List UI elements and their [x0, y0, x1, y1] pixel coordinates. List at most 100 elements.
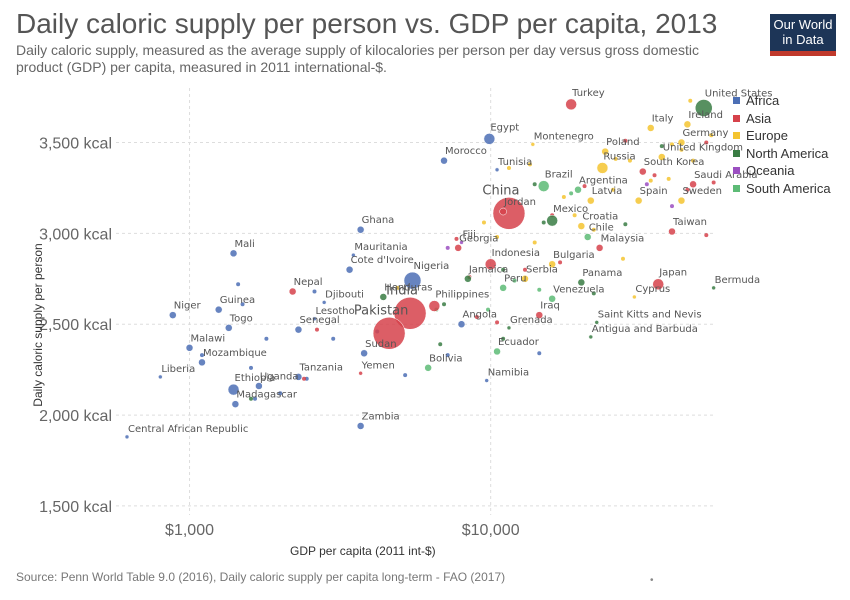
data-point [548, 295, 556, 303]
data-point [445, 245, 450, 250]
data-point [393, 297, 427, 330]
data-point [169, 311, 177, 319]
data-point [623, 138, 628, 143]
point-label: Philippines [435, 290, 489, 301]
data-point [652, 173, 657, 178]
data-point [594, 320, 599, 325]
data-point [312, 289, 317, 294]
point-label: Cyprus [635, 284, 670, 295]
data-point [569, 191, 574, 196]
point-label: Nepal [294, 277, 323, 288]
data-point [302, 376, 307, 381]
x-axis-label: GDP per capita (2011 int-$) [290, 544, 436, 558]
point-label: Mauritania [354, 242, 407, 253]
data-point [689, 180, 697, 189]
source-note: Source: Penn World Table 9.0 (2016), Dai… [16, 570, 506, 584]
legend-item[interactable]: South America [733, 180, 831, 198]
point-label: United States [705, 88, 773, 99]
data-point [611, 187, 616, 192]
point-label: Germany [682, 128, 728, 139]
data-point [454, 236, 459, 241]
point-label: South Korea [644, 157, 705, 168]
data-point [527, 162, 532, 167]
legend-item[interactable]: North America [733, 145, 831, 163]
legend-swatch [733, 132, 740, 140]
point-label: United Kingdom [663, 143, 743, 154]
logo-line-2: in Data [782, 32, 824, 47]
point-label: Jamaica [468, 264, 508, 275]
legend-swatch [733, 184, 740, 192]
point-label: Malawi [191, 333, 226, 344]
point-label: Grenada [510, 315, 553, 326]
point-label: Senegal [299, 315, 339, 326]
data-point [124, 434, 130, 440]
data-point [484, 258, 497, 271]
point-label: Latvia [592, 186, 622, 197]
data-point [537, 351, 542, 356]
legend-label: Oceania [746, 163, 795, 179]
legend-item[interactable]: Africa [733, 92, 831, 110]
data-point [577, 222, 586, 230]
data-point [648, 178, 653, 183]
legend-label: Europe [746, 128, 788, 144]
data-point [351, 252, 356, 258]
data-point [278, 391, 283, 396]
owid-logo[interactable]: Our World in Data [770, 14, 836, 56]
point-label: Montenegro [534, 131, 594, 142]
point-label: Mali [235, 239, 255, 250]
point-label: Djibouti [325, 289, 364, 300]
data-point [691, 158, 696, 163]
point-label: Georgia [459, 233, 498, 244]
point-label: Pakistan [354, 303, 408, 318]
point-label: Iraq [540, 301, 560, 312]
data-point [457, 320, 466, 328]
data-point [492, 197, 526, 230]
data-point [620, 256, 625, 261]
data-point [646, 124, 655, 132]
data-point [558, 260, 563, 265]
point-label: Jordan [503, 197, 536, 208]
data-point [591, 291, 596, 296]
data-point [677, 196, 686, 205]
data-point [583, 233, 592, 241]
point-label: Saudi Arabia [694, 170, 757, 181]
legend-item[interactable]: Asia [733, 110, 831, 128]
data-point [591, 227, 596, 232]
data-point [709, 133, 714, 138]
point-label: Sudan [365, 339, 397, 350]
point-label: Bulgaria [553, 250, 594, 261]
point-label: Guinea [220, 295, 255, 306]
data-point [521, 275, 529, 283]
data-point [438, 342, 443, 347]
data-point [464, 275, 472, 283]
data-point [711, 180, 716, 185]
data-point [255, 382, 263, 390]
data-point [632, 294, 637, 300]
data-point [484, 378, 489, 383]
data-point [229, 249, 238, 258]
point-label: Russia [603, 151, 635, 162]
point-label: Honduras [384, 282, 432, 293]
legend-item[interactable]: Oceania [733, 162, 831, 180]
data-point [442, 302, 447, 307]
data-point [454, 244, 462, 252]
data-point [548, 260, 556, 269]
legend-item[interactable]: Europe [733, 127, 831, 145]
data-point [501, 267, 506, 272]
data-point [493, 347, 501, 356]
point-label: Peru [504, 273, 526, 284]
data-point [532, 240, 537, 245]
point-label: Namibia [488, 368, 529, 379]
data-point [627, 158, 632, 163]
data-point [445, 353, 450, 358]
data-point [582, 184, 587, 189]
point-label: Argentina [579, 175, 628, 186]
point-label: Bolivia [429, 353, 462, 364]
point-label: Liberia [161, 364, 195, 375]
legend-swatch [733, 149, 740, 157]
data-point [537, 287, 542, 292]
chart-title: Daily caloric supply per person vs. GDP … [16, 8, 718, 39]
data-point [577, 278, 586, 287]
data-point [613, 156, 618, 161]
point-label: Chile [589, 222, 614, 233]
